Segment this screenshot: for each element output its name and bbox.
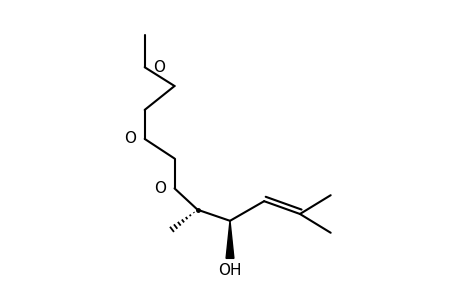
Text: OH: OH (218, 263, 241, 278)
Text: O: O (124, 131, 136, 146)
Text: O: O (154, 181, 166, 196)
Text: O: O (153, 60, 165, 75)
Polygon shape (225, 221, 234, 258)
